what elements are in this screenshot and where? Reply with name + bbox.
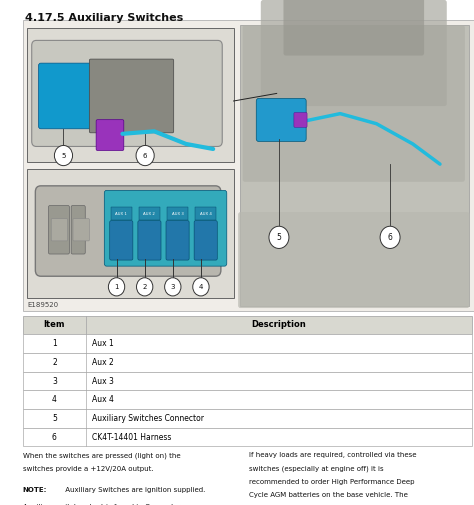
Text: 2: 2 [143,284,147,290]
Text: 6: 6 [143,153,147,159]
Text: Aux 4: Aux 4 [91,395,113,404]
Circle shape [193,278,209,296]
Circle shape [380,226,400,248]
Text: E189520: E189520 [27,302,58,308]
FancyBboxPatch shape [23,316,472,334]
FancyBboxPatch shape [89,59,173,133]
FancyBboxPatch shape [23,372,472,390]
FancyBboxPatch shape [240,25,469,306]
FancyBboxPatch shape [96,120,124,150]
FancyBboxPatch shape [139,207,160,220]
Text: AUX 1: AUX 1 [115,212,127,216]
FancyBboxPatch shape [73,219,89,241]
FancyBboxPatch shape [71,206,85,254]
Circle shape [136,145,154,166]
FancyBboxPatch shape [166,221,189,260]
Text: 1: 1 [114,284,119,290]
Circle shape [55,145,73,166]
Text: 2: 2 [52,358,57,367]
FancyBboxPatch shape [32,40,222,146]
Text: Aux 3: Aux 3 [91,377,113,385]
FancyBboxPatch shape [48,206,69,254]
Text: Aux 2: Aux 2 [91,358,113,367]
Text: switches provide a +12V/20A output.: switches provide a +12V/20A output. [23,466,153,472]
Text: recommended to order High Performance Deep: recommended to order High Performance De… [249,479,415,485]
FancyBboxPatch shape [261,0,447,106]
Text: 6: 6 [52,433,57,441]
FancyBboxPatch shape [283,0,424,56]
FancyBboxPatch shape [27,169,234,298]
FancyBboxPatch shape [23,20,474,311]
Text: NOTE:: NOTE: [23,487,47,492]
FancyBboxPatch shape [23,353,472,372]
Text: 5: 5 [276,233,282,242]
Text: 4 Electrical: 4 Electrical [5,165,13,219]
Text: Item: Item [44,321,65,329]
Text: CK4T-14401 Harness: CK4T-14401 Harness [91,433,171,441]
Text: 5: 5 [61,153,66,159]
FancyBboxPatch shape [194,221,217,260]
Text: Auxiliary Switches are ignition supplied.: Auxiliary Switches are ignition supplied… [64,487,206,492]
Circle shape [269,226,289,248]
Text: Auxiliary switch output is found in Connector: Auxiliary switch output is found in Conn… [23,503,181,505]
Text: If heavy loads are required, controlled via these: If heavy loads are required, controlled … [249,452,417,459]
Text: 4: 4 [199,284,203,290]
Text: 4: 4 [52,395,57,404]
FancyBboxPatch shape [167,207,188,220]
Circle shape [137,278,153,296]
Text: Aux 1: Aux 1 [91,339,113,348]
FancyBboxPatch shape [110,221,133,260]
FancyBboxPatch shape [51,219,68,241]
Text: 3: 3 [52,377,57,385]
FancyBboxPatch shape [195,207,216,220]
Text: 6: 6 [388,233,392,242]
FancyBboxPatch shape [23,428,472,446]
FancyBboxPatch shape [23,334,472,353]
FancyBboxPatch shape [38,63,98,129]
FancyBboxPatch shape [27,28,234,162]
Text: 3: 3 [171,284,175,290]
Text: When the switches are pressed (light on) the: When the switches are pressed (light on)… [23,452,180,459]
Text: 1: 1 [52,339,57,348]
Circle shape [109,278,125,296]
FancyBboxPatch shape [243,25,465,182]
FancyBboxPatch shape [238,212,469,308]
Text: AUX 4: AUX 4 [200,212,211,216]
Text: 5: 5 [52,414,57,423]
Text: AUX 2: AUX 2 [144,212,155,216]
FancyBboxPatch shape [36,186,221,276]
Text: Description: Description [252,321,306,329]
Text: Auxiliary Switches Connector: Auxiliary Switches Connector [91,414,204,423]
Text: AUX 3: AUX 3 [172,212,183,216]
FancyBboxPatch shape [138,221,161,260]
FancyBboxPatch shape [104,190,227,266]
Text: Cycle AGM batteries on the base vehicle. The: Cycle AGM batteries on the base vehicle.… [249,492,408,498]
FancyBboxPatch shape [256,98,306,141]
Text: 4.17.5 Auxiliary Switches: 4.17.5 Auxiliary Switches [25,13,183,23]
FancyBboxPatch shape [294,113,307,127]
FancyBboxPatch shape [111,207,131,220]
Circle shape [164,278,181,296]
FancyBboxPatch shape [23,409,472,428]
Text: switches (especially at engine off) it is: switches (especially at engine off) it i… [249,466,384,472]
FancyBboxPatch shape [23,390,472,409]
